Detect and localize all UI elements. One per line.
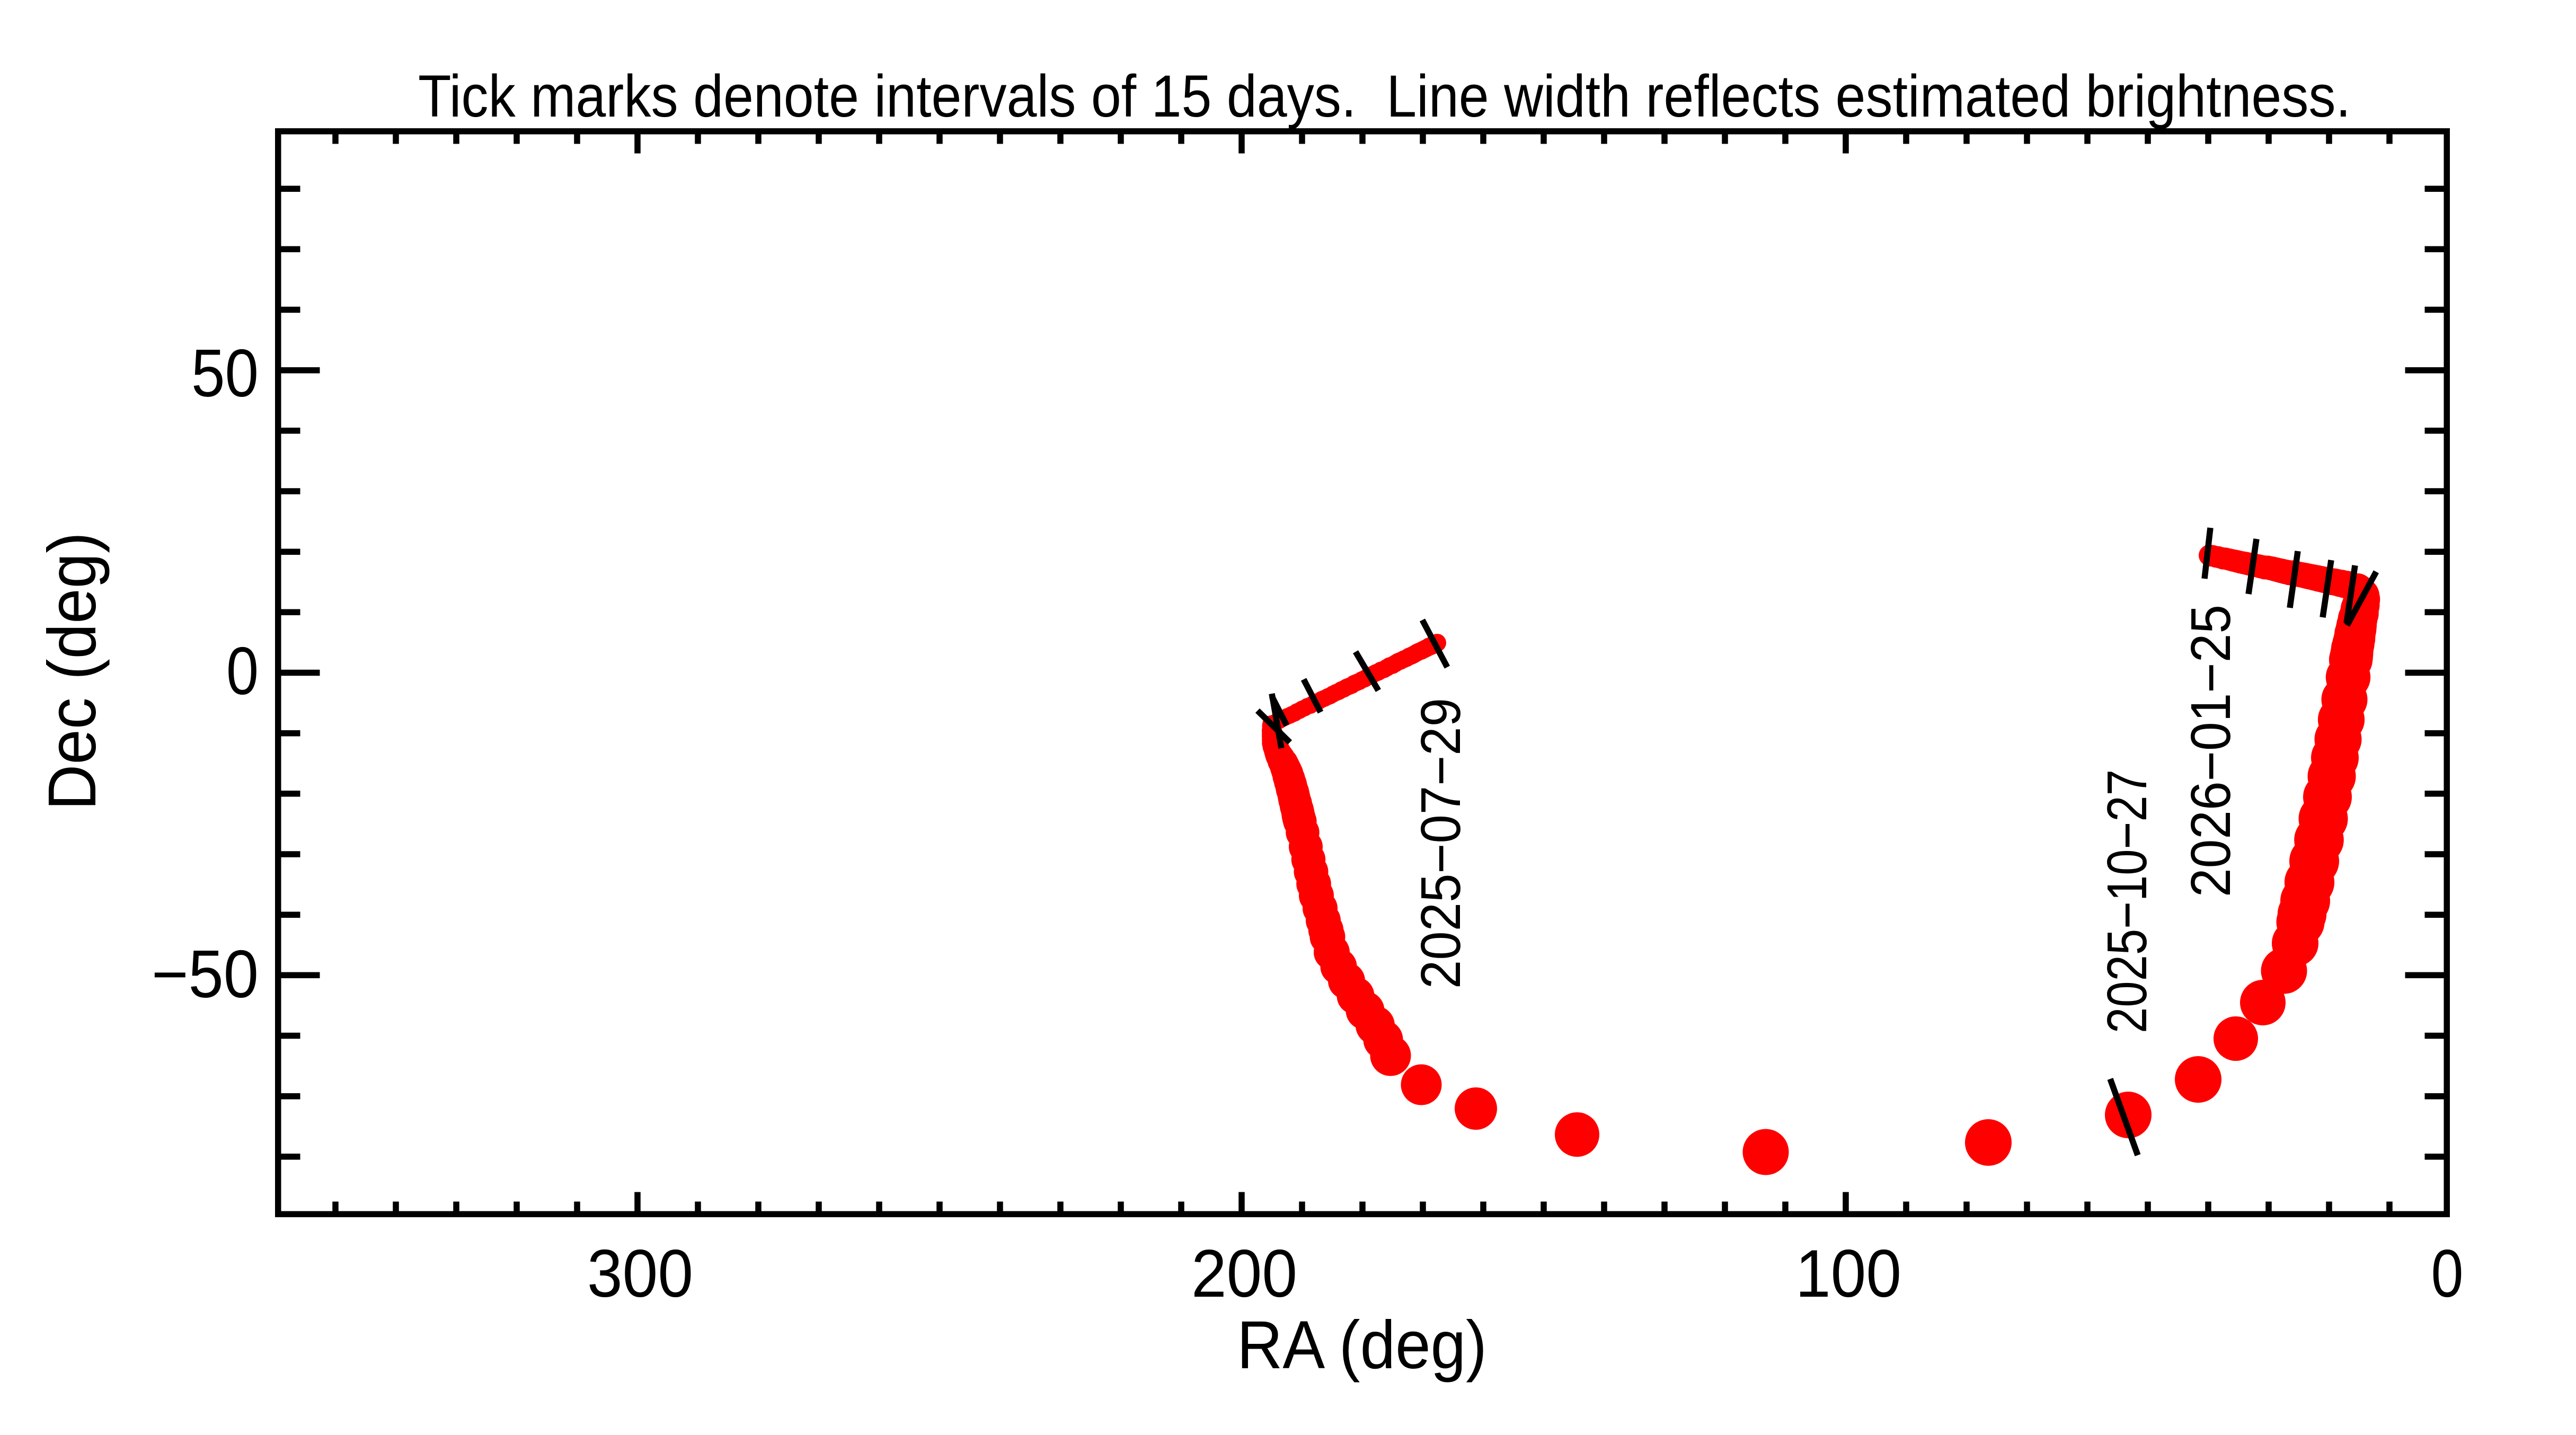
- svg-text:−50: −50: [152, 936, 259, 1012]
- svg-text:300: 300: [587, 1236, 693, 1311]
- svg-text:2025−07−29: 2025−07−29: [1410, 698, 1472, 989]
- svg-text:50: 50: [191, 335, 259, 411]
- svg-text:2026−01−25: 2026−01−25: [2180, 605, 2242, 897]
- svg-text:RA (deg): RA (deg): [1237, 1307, 1487, 1383]
- svg-text:100: 100: [1795, 1236, 1901, 1311]
- svg-text:200: 200: [1191, 1236, 1297, 1311]
- svg-text:Tick marks denote intervals of: Tick marks denote intervals of 15 days. …: [418, 63, 2351, 129]
- svg-text:0: 0: [226, 633, 259, 708]
- svg-text:Dec (deg): Dec (deg): [34, 532, 110, 810]
- svg-text:2025−10−27: 2025−10−27: [2096, 769, 2158, 1033]
- svg-text:0: 0: [2431, 1236, 2464, 1311]
